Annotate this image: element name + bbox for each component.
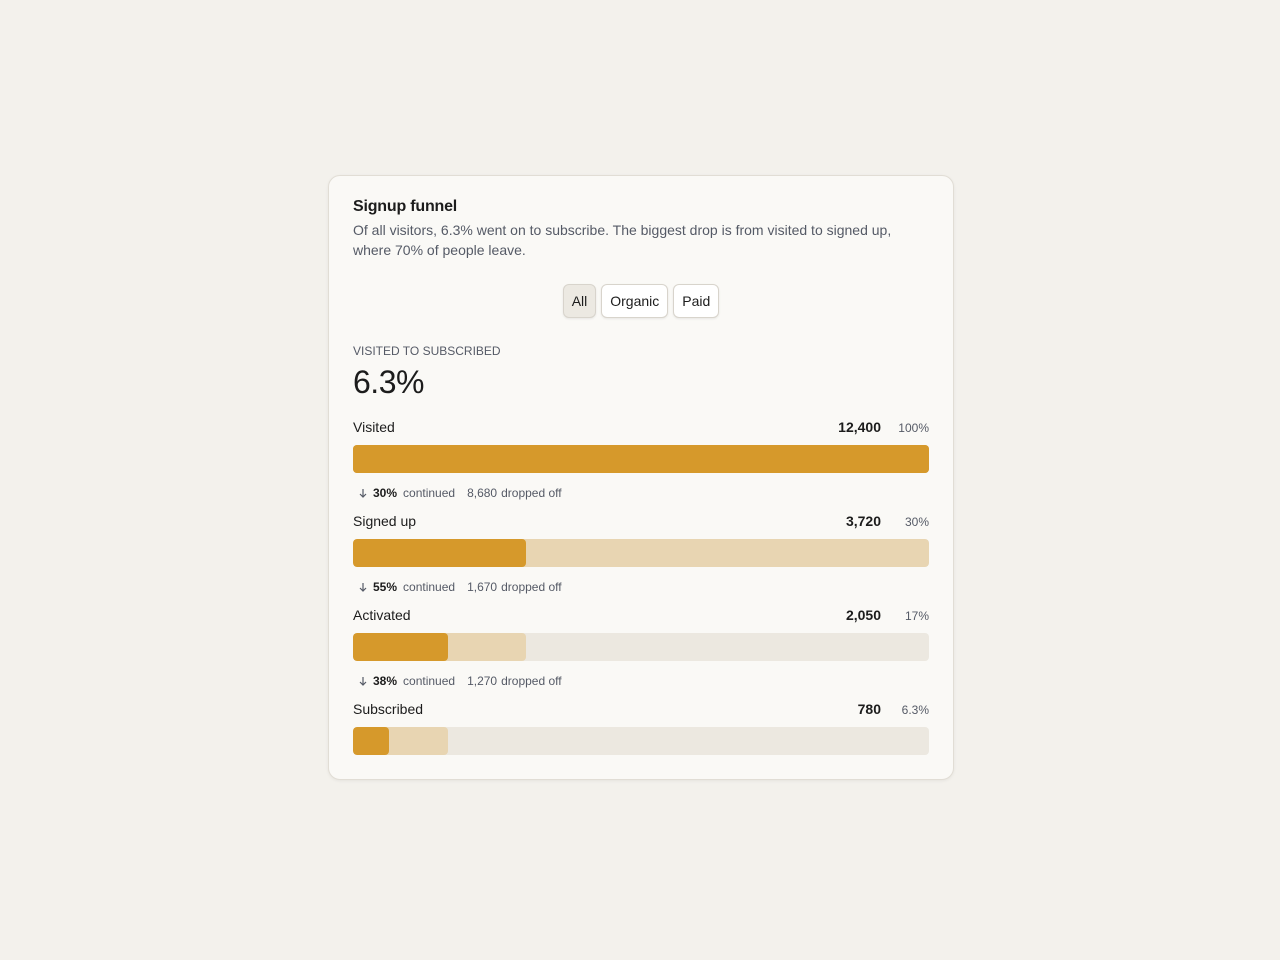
down-arrow-icon (353, 675, 369, 687)
dropped-text: dropped off (501, 674, 562, 688)
stage-name: Subscribed (353, 701, 424, 717)
card-title: Signup funnel (353, 198, 458, 215)
filter-button[interactable]: All (562, 284, 597, 318)
card-subtitle: Of all visitors, 6.3% went on to subscri… (353, 222, 892, 258)
filter-button[interactable]: Organic (601, 284, 669, 318)
stage-header: Signed up 3,720 30% (353, 513, 929, 533)
stage-header: Subscribed 780 6.3% (353, 701, 929, 721)
stage-count: 12,400 (838, 419, 881, 435)
stage-transition: 55% continued 1,670 dropped off (353, 567, 929, 607)
stage-header: Visited 12,400 100% (353, 419, 929, 439)
stage-share: 100% (898, 421, 929, 435)
stage-name: Activated (353, 607, 411, 623)
stage-count: 2,050 (845, 607, 881, 623)
dropped-count: 1,670 (467, 580, 498, 594)
continued-rate: 55% (373, 580, 398, 594)
funnel-stages: Visited 12,400 100% 30% continued 8,680 droppe… (353, 419, 929, 755)
stage-share: 6.3% (901, 703, 929, 717)
continued-text: continued (403, 580, 456, 594)
funnel-card: Signup funnel Of all visitors, 6.3% went… (328, 175, 954, 780)
bar-track (353, 445, 929, 473)
dropped-count: 1,270 (467, 674, 498, 688)
bar-track (353, 539, 929, 567)
filter-group: All Organic Paid (353, 284, 929, 318)
continued-text: continued (403, 486, 456, 500)
stage-share: 30% (904, 515, 929, 529)
down-arrow-icon (353, 581, 369, 593)
dropped-count: 8,680 (467, 486, 498, 500)
filter-button[interactable]: Paid (673, 284, 720, 318)
bar-track (353, 633, 929, 661)
kpi-value: 6.3% (353, 364, 424, 400)
stage-name: Visited (353, 419, 395, 435)
stage-transition: 38% continued 1,270 dropped off (353, 661, 929, 701)
stage-share: 17% (904, 609, 929, 623)
stage-bar (353, 727, 390, 755)
continued-text: continued (403, 674, 456, 688)
kpi-label: VISITED TO SUBSCRIBED (353, 344, 501, 358)
stage-header: Activated 2,050 17% (353, 607, 929, 627)
stage-count: 780 (857, 701, 881, 717)
stage-name: Signed up (353, 513, 417, 529)
stage-count: 3,720 (845, 513, 881, 529)
stage-transition: 30% continued 8,680 dropped off (353, 473, 929, 513)
continued-rate: 30% (373, 486, 398, 500)
bar-track (353, 727, 929, 755)
dropped-text: dropped off (501, 486, 562, 500)
continued-rate: 38% (373, 674, 398, 688)
stage-bar (353, 539, 526, 567)
dropped-text: dropped off (501, 580, 562, 594)
stage-bar (353, 633, 449, 661)
stage-bar (353, 445, 929, 473)
down-arrow-icon (353, 487, 369, 499)
